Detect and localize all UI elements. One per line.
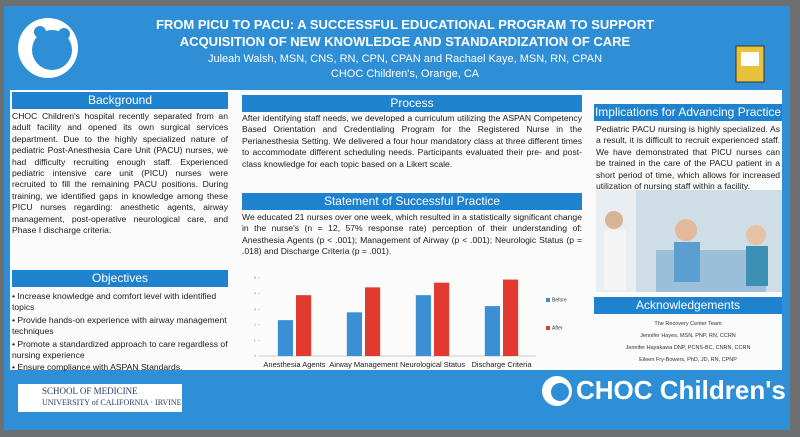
y-tick-label: 3 (254, 306, 257, 311)
school-name: SCHOOL OF MEDICINE (42, 386, 138, 396)
y-tick-label: 2 (254, 322, 257, 327)
university-logo (18, 384, 182, 412)
objective-item: • Ensure compliance with ASPAN Standards… (12, 362, 183, 373)
x-tick-label: Airway Management (329, 360, 398, 369)
objective-item: • Increase knowledge and comfort level w… (12, 291, 217, 313)
y-tick-label: 5 (254, 275, 257, 280)
legend-label: After (552, 325, 563, 331)
authors: Juleah Walsh, MSN, CNS, RN, CPN, CPAN an… (207, 53, 603, 65)
y-tick-label: 1 (254, 337, 257, 342)
photo (596, 190, 782, 292)
bar (296, 295, 312, 356)
bar (503, 279, 519, 356)
bar (415, 295, 431, 356)
bar (484, 306, 500, 356)
section-heading: Objectives (12, 270, 228, 287)
objective-item: • Provide hands-on experience with airwa… (12, 314, 227, 337)
legend-swatch (546, 298, 550, 302)
bar (365, 287, 381, 356)
x-tick-label: Neurological Status (400, 360, 465, 369)
section-heading: Implications for Advancing Practice (594, 104, 782, 121)
legend-swatch (546, 326, 550, 330)
footer-logo (542, 376, 572, 406)
affiliation: CHOC Children's, Orange, CA (330, 68, 480, 80)
badge (735, 45, 765, 83)
bar (346, 312, 362, 356)
y-tick-label: 4 (254, 291, 257, 296)
bar (277, 320, 293, 356)
acknowledgement-list: The Recovery Center Team Jennifer Hayes, … (594, 318, 782, 366)
title-line-1: FROM PICU TO PACU: A SUCCESSFUL EDUCATIO… (155, 17, 655, 32)
y-tick-label: 0 (254, 353, 257, 358)
logo (18, 18, 78, 78)
acknowledgement-line: Eileen Fry-Bowers, PhD, JD, RN, CPNP (639, 357, 737, 363)
legend-label: Before (552, 297, 567, 303)
section-heading: Acknowledgements (594, 297, 782, 314)
section-heading: Process (242, 95, 582, 112)
chart: 0 1 2 3 4 5 Anesthesia Agents Airway Management… (254, 275, 567, 369)
paragraph: We educated 21 nurses over one week, whi… (242, 212, 582, 257)
paragraph: Pediatric PACU nursing is highly special… (596, 124, 780, 192)
section-heading: Statement of Successful Practice (242, 193, 582, 210)
objective-item: • Promote a standardized approach to car… (12, 338, 228, 361)
section-heading: Background (12, 92, 228, 109)
title-line-2: ACQUISITION OF NEW KNOWLEDGE AND STANDAR… (179, 34, 631, 49)
university-name: UNIVERSITY of CALIFORNIA · IRVINE (42, 398, 182, 407)
bar (434, 282, 450, 356)
x-tick-label: Anesthesia Agents (263, 360, 325, 369)
paragraph: After identifying staff needs, we develo… (242, 113, 582, 169)
objective-list: • Increase knowledge and comfort level w… (12, 291, 228, 375)
brand-name: CHOC Children's (576, 375, 786, 405)
x-tick-label: Discharge Criteria (471, 360, 532, 369)
acknowledgement-line: Jennifer Hayakawa DNP, PCNS-BC, CNRN, CC… (625, 345, 751, 351)
acknowledgement-line: The Recovery Center Team (654, 321, 722, 327)
acknowledgement-line: Jennifer Hayes, MSN, PNP, RN, CCRN (640, 333, 736, 339)
paragraph: CHOC Children's hospital recently separa… (12, 111, 228, 236)
